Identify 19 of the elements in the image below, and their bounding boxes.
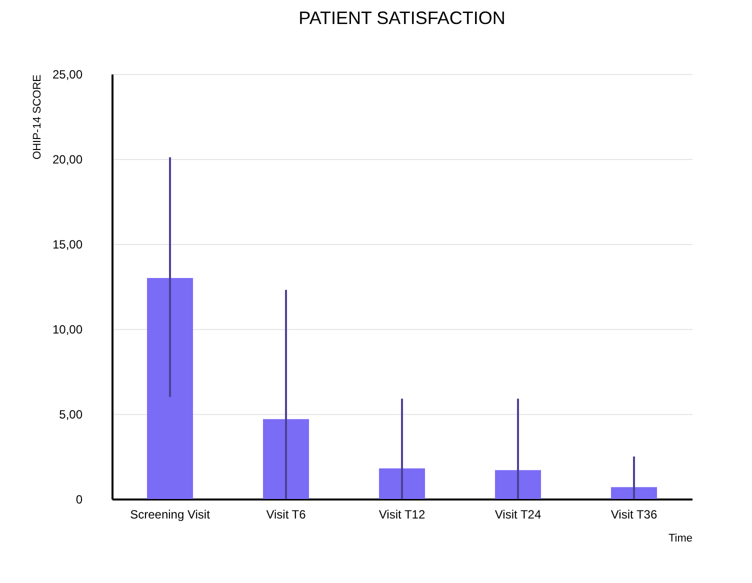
x-tick-label: Screening Visit: [130, 508, 211, 522]
x-tick-label: Visit T36: [610, 508, 658, 522]
chart-title: PATIENT SATISFACTION: [298, 8, 506, 28]
y-tick-label: 15,00: [52, 238, 83, 252]
x-tick-label: Visit T12: [378, 508, 426, 522]
x-tick-label: Visit T24: [494, 508, 542, 522]
bar: [611, 487, 657, 499]
bar: [379, 468, 425, 499]
y-tick-label: 25,00: [52, 68, 83, 82]
y-tick-label: 5,00: [59, 408, 83, 422]
x-tick-label: Visit T6: [266, 508, 306, 522]
x-axis-title: Time: [668, 532, 692, 544]
bar: [147, 278, 193, 499]
bar: [263, 419, 309, 499]
y-tick-label: 10,00: [52, 322, 83, 336]
bar: [495, 470, 541, 499]
y-tick-label: 0: [76, 492, 83, 506]
y-axis-title: OHIP-14 SCORE: [31, 74, 44, 160]
y-tick-label: 20,00: [52, 152, 83, 166]
